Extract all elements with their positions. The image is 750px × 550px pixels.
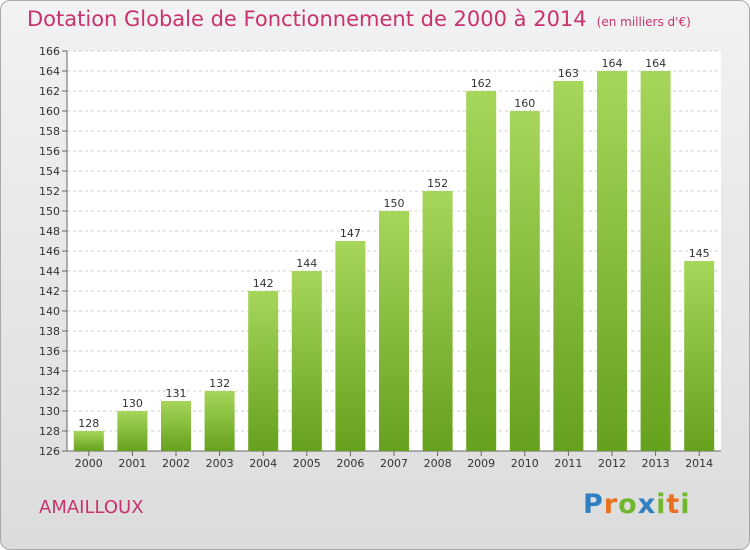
y-tick-label: 140 — [39, 305, 60, 318]
bar-2002 — [161, 401, 191, 451]
x-tick-label-2013: 2013 — [642, 457, 670, 470]
y-tick-label: 152 — [39, 185, 60, 198]
y-tick-label: 164 — [39, 65, 60, 78]
y-tick-label: 146 — [39, 245, 60, 258]
value-label-2010: 160 — [514, 97, 535, 110]
y-tick-label: 136 — [39, 345, 60, 358]
y-tick-label: 166 — [39, 45, 60, 58]
bar-2014 — [684, 261, 715, 451]
value-label-2005: 144 — [296, 257, 317, 270]
bar-2003 — [204, 391, 235, 451]
x-tick-label-2007: 2007 — [380, 457, 408, 470]
bar-2000 — [73, 431, 104, 451]
value-label-2013: 164 — [645, 57, 666, 70]
bar-2009 — [466, 91, 497, 451]
bar-2013 — [640, 71, 671, 451]
bar-2010 — [509, 111, 540, 451]
bar-2007 — [379, 211, 409, 451]
y-tick-label: 150 — [39, 205, 60, 218]
x-tick-label-2010: 2010 — [511, 457, 539, 470]
bar-2006 — [335, 241, 366, 451]
value-label-2002: 131 — [166, 387, 187, 400]
y-tick-label: 128 — [39, 425, 60, 438]
value-label-2001: 130 — [122, 397, 143, 410]
value-label-2003: 132 — [209, 377, 230, 390]
x-tick-label-2002: 2002 — [162, 457, 190, 470]
y-tick-label: 142 — [39, 285, 60, 298]
y-tick-label: 162 — [39, 85, 60, 98]
value-label-2009: 162 — [471, 77, 492, 90]
x-tick-label-2006: 2006 — [336, 457, 364, 470]
y-tick-label: 148 — [39, 225, 60, 238]
x-tick-label-2005: 2005 — [293, 457, 321, 470]
y-tick-label: 138 — [39, 325, 60, 338]
value-label-2000: 128 — [78, 417, 99, 430]
x-tick-label-2003: 2003 — [206, 457, 234, 470]
bar-2008 — [422, 191, 453, 451]
y-tick-label: 158 — [39, 125, 60, 138]
x-tick-label-2001: 2001 — [118, 457, 146, 470]
y-tick-label: 156 — [39, 145, 60, 158]
x-tick-label-2011: 2011 — [554, 457, 582, 470]
value-label-2006: 147 — [340, 227, 361, 240]
value-label-2012: 164 — [602, 57, 623, 70]
y-tick-label: 130 — [39, 405, 60, 418]
chart-title: Dotation Globale de Fonctionnement de 20… — [27, 7, 691, 31]
y-tick-label: 144 — [39, 265, 60, 278]
x-tick-label-2012: 2012 — [598, 457, 626, 470]
y-tick-label: 126 — [39, 445, 60, 458]
value-label-2011: 163 — [558, 67, 579, 80]
x-tick-label-2014: 2014 — [685, 457, 713, 470]
x-tick-label-2004: 2004 — [249, 457, 277, 470]
y-tick-label: 160 — [39, 105, 60, 118]
bar-2005 — [291, 271, 322, 451]
y-tick-label: 154 — [39, 165, 60, 178]
value-label-2014: 145 — [689, 247, 710, 260]
proxiti-logo: Proxiti — [583, 489, 691, 520]
bar-2004 — [248, 291, 279, 451]
value-label-2004: 142 — [253, 277, 274, 290]
y-tick-label: 134 — [39, 365, 60, 378]
x-tick-label-2000: 2000 — [75, 457, 103, 470]
x-tick-label-2009: 2009 — [467, 457, 495, 470]
bar-2012 — [597, 71, 627, 451]
chart-unit: (en milliers d'€) — [596, 15, 691, 29]
value-label-2008: 152 — [427, 177, 448, 190]
commune-name: AMAILLOUX — [39, 497, 144, 518]
bar-2011 — [553, 81, 584, 451]
value-label-2007: 150 — [384, 197, 405, 210]
y-tick-label: 132 — [39, 385, 60, 398]
chart-title-text: Dotation Globale de Fonctionnement de 20… — [27, 7, 587, 31]
x-tick-label-2008: 2008 — [424, 457, 452, 470]
bar-2001 — [117, 411, 148, 451]
